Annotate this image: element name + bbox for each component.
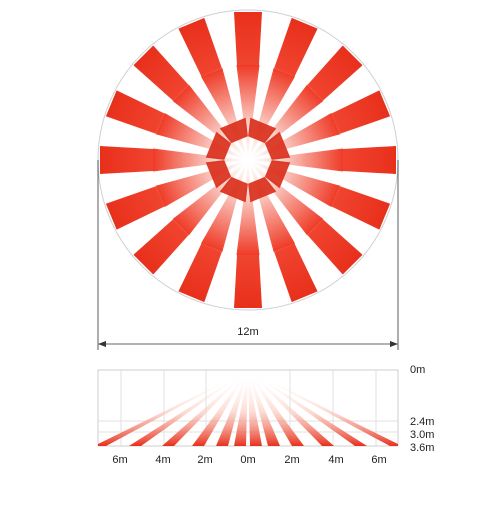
ray <box>248 370 304 446</box>
inner-zone <box>264 160 291 189</box>
height-label: 3.0m <box>410 429 434 441</box>
beam-inner <box>153 148 244 172</box>
ray <box>248 370 262 446</box>
inner-zone <box>248 117 277 144</box>
inner-zone <box>264 131 291 160</box>
inner-zone <box>205 131 232 160</box>
rays <box>98 370 398 446</box>
beam-inner <box>172 162 246 236</box>
ray <box>98 370 248 446</box>
beam-outer <box>105 186 165 230</box>
beam-outer <box>234 255 262 308</box>
beam-outer <box>234 12 262 65</box>
beam <box>234 12 262 156</box>
side-view <box>97 369 399 447</box>
inner-zone <box>219 176 248 203</box>
beam-inner <box>236 65 260 156</box>
beam-outer <box>274 17 318 77</box>
beam <box>252 146 396 174</box>
beam-inner <box>172 84 246 158</box>
dimension-label: 12m <box>237 326 258 338</box>
inner-zone <box>219 117 248 144</box>
inner-block <box>205 131 232 160</box>
beam-inner <box>252 148 343 172</box>
beam-outer <box>331 186 391 230</box>
x-label: 4m <box>328 454 343 466</box>
beam-outer <box>178 243 222 303</box>
beam <box>250 45 363 158</box>
ray <box>248 370 367 446</box>
beam-outer <box>307 45 363 101</box>
height-label: 0m <box>410 364 425 376</box>
ray <box>129 370 248 446</box>
ray <box>248 370 334 446</box>
beams <box>100 12 396 308</box>
ray <box>234 370 248 446</box>
inner-block <box>248 176 277 203</box>
x-label: 0m <box>240 454 255 466</box>
ray <box>248 370 398 446</box>
beam <box>100 146 244 174</box>
inner-block <box>264 160 291 189</box>
beam <box>133 45 246 158</box>
height-label: 2.4m <box>410 416 434 428</box>
beam-outer <box>307 219 363 275</box>
inner-block <box>205 160 232 189</box>
ray <box>192 370 248 446</box>
beam-inner <box>250 84 324 158</box>
beam-outer <box>105 90 165 134</box>
ray <box>162 370 248 446</box>
x-label: 2m <box>284 454 299 466</box>
height-label: 3.6m <box>410 442 434 454</box>
x-label: 6m <box>112 454 127 466</box>
inner-block <box>248 117 277 144</box>
x-label: 4m <box>155 454 170 466</box>
beam-outer <box>274 243 318 303</box>
beam <box>234 164 262 308</box>
arrow-head <box>98 341 106 347</box>
inner-block <box>219 176 248 203</box>
beam-outer <box>133 219 189 275</box>
beam <box>250 162 363 275</box>
side-frame <box>97 369 399 447</box>
beam-inner <box>250 162 324 236</box>
beam <box>133 162 246 275</box>
beam-outer <box>331 90 391 134</box>
arrow-head <box>390 341 398 347</box>
beam-outer <box>343 146 396 174</box>
beam-inner <box>236 164 260 255</box>
inner-block <box>219 117 248 144</box>
beam-outer <box>100 146 153 174</box>
beam-outer <box>178 17 222 77</box>
inner-block <box>264 131 291 160</box>
inner-zone <box>205 160 232 189</box>
x-label: 2m <box>197 454 212 466</box>
ray <box>248 370 280 446</box>
beam-outer <box>133 45 189 101</box>
x-label: 6m <box>371 454 386 466</box>
inner-zone <box>248 176 277 203</box>
ray <box>216 370 248 446</box>
